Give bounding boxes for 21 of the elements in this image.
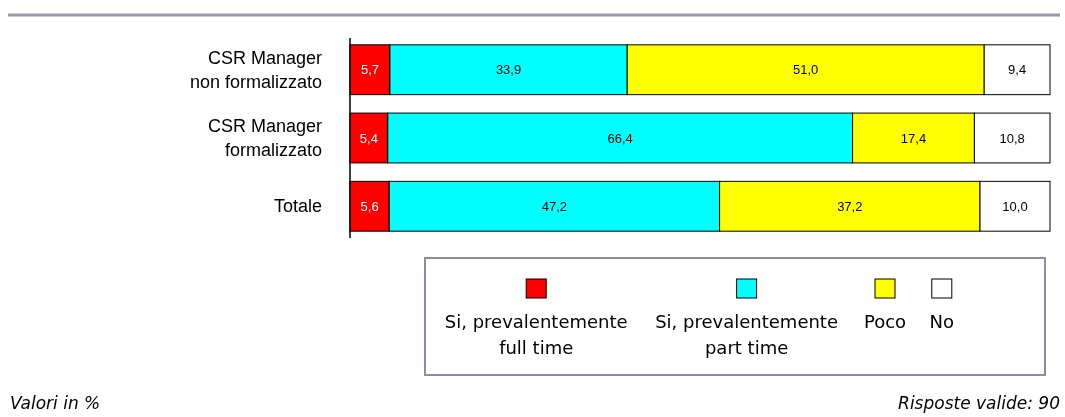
legend-label: Si, prevalentemente full time [444, 311, 628, 358]
y-tick-label: Totale [273, 196, 322, 217]
data-label: 10,8 [999, 130, 1025, 146]
legend-label: Si, prevalentemente part time [655, 311, 839, 358]
legend-label: Poco [863, 311, 907, 332]
data-label: 33,9 [495, 62, 522, 78]
legend-label: No [929, 311, 955, 332]
text: Valori in % [10, 393, 101, 413]
data-label: 51,0 [793, 62, 819, 78]
data-label: 66,4 [607, 130, 633, 146]
data-label: 9,4 [1008, 62, 1027, 78]
data-label: 5,7 [360, 62, 379, 78]
data-label: 17,4 [900, 130, 927, 146]
y-tick-label: CSR Manager non formalizzato [189, 47, 323, 92]
data-label: 37,2 [837, 198, 863, 214]
data-label: 5,6 [360, 198, 379, 214]
y-tick-label: CSR Manager formalizzato [207, 116, 323, 160]
data-label: 5,4 [359, 130, 378, 146]
data-label: 10,0 [1002, 198, 1028, 214]
data-label: 47,2 [541, 198, 568, 214]
text: Risposte valide: 90 [898, 393, 1060, 413]
